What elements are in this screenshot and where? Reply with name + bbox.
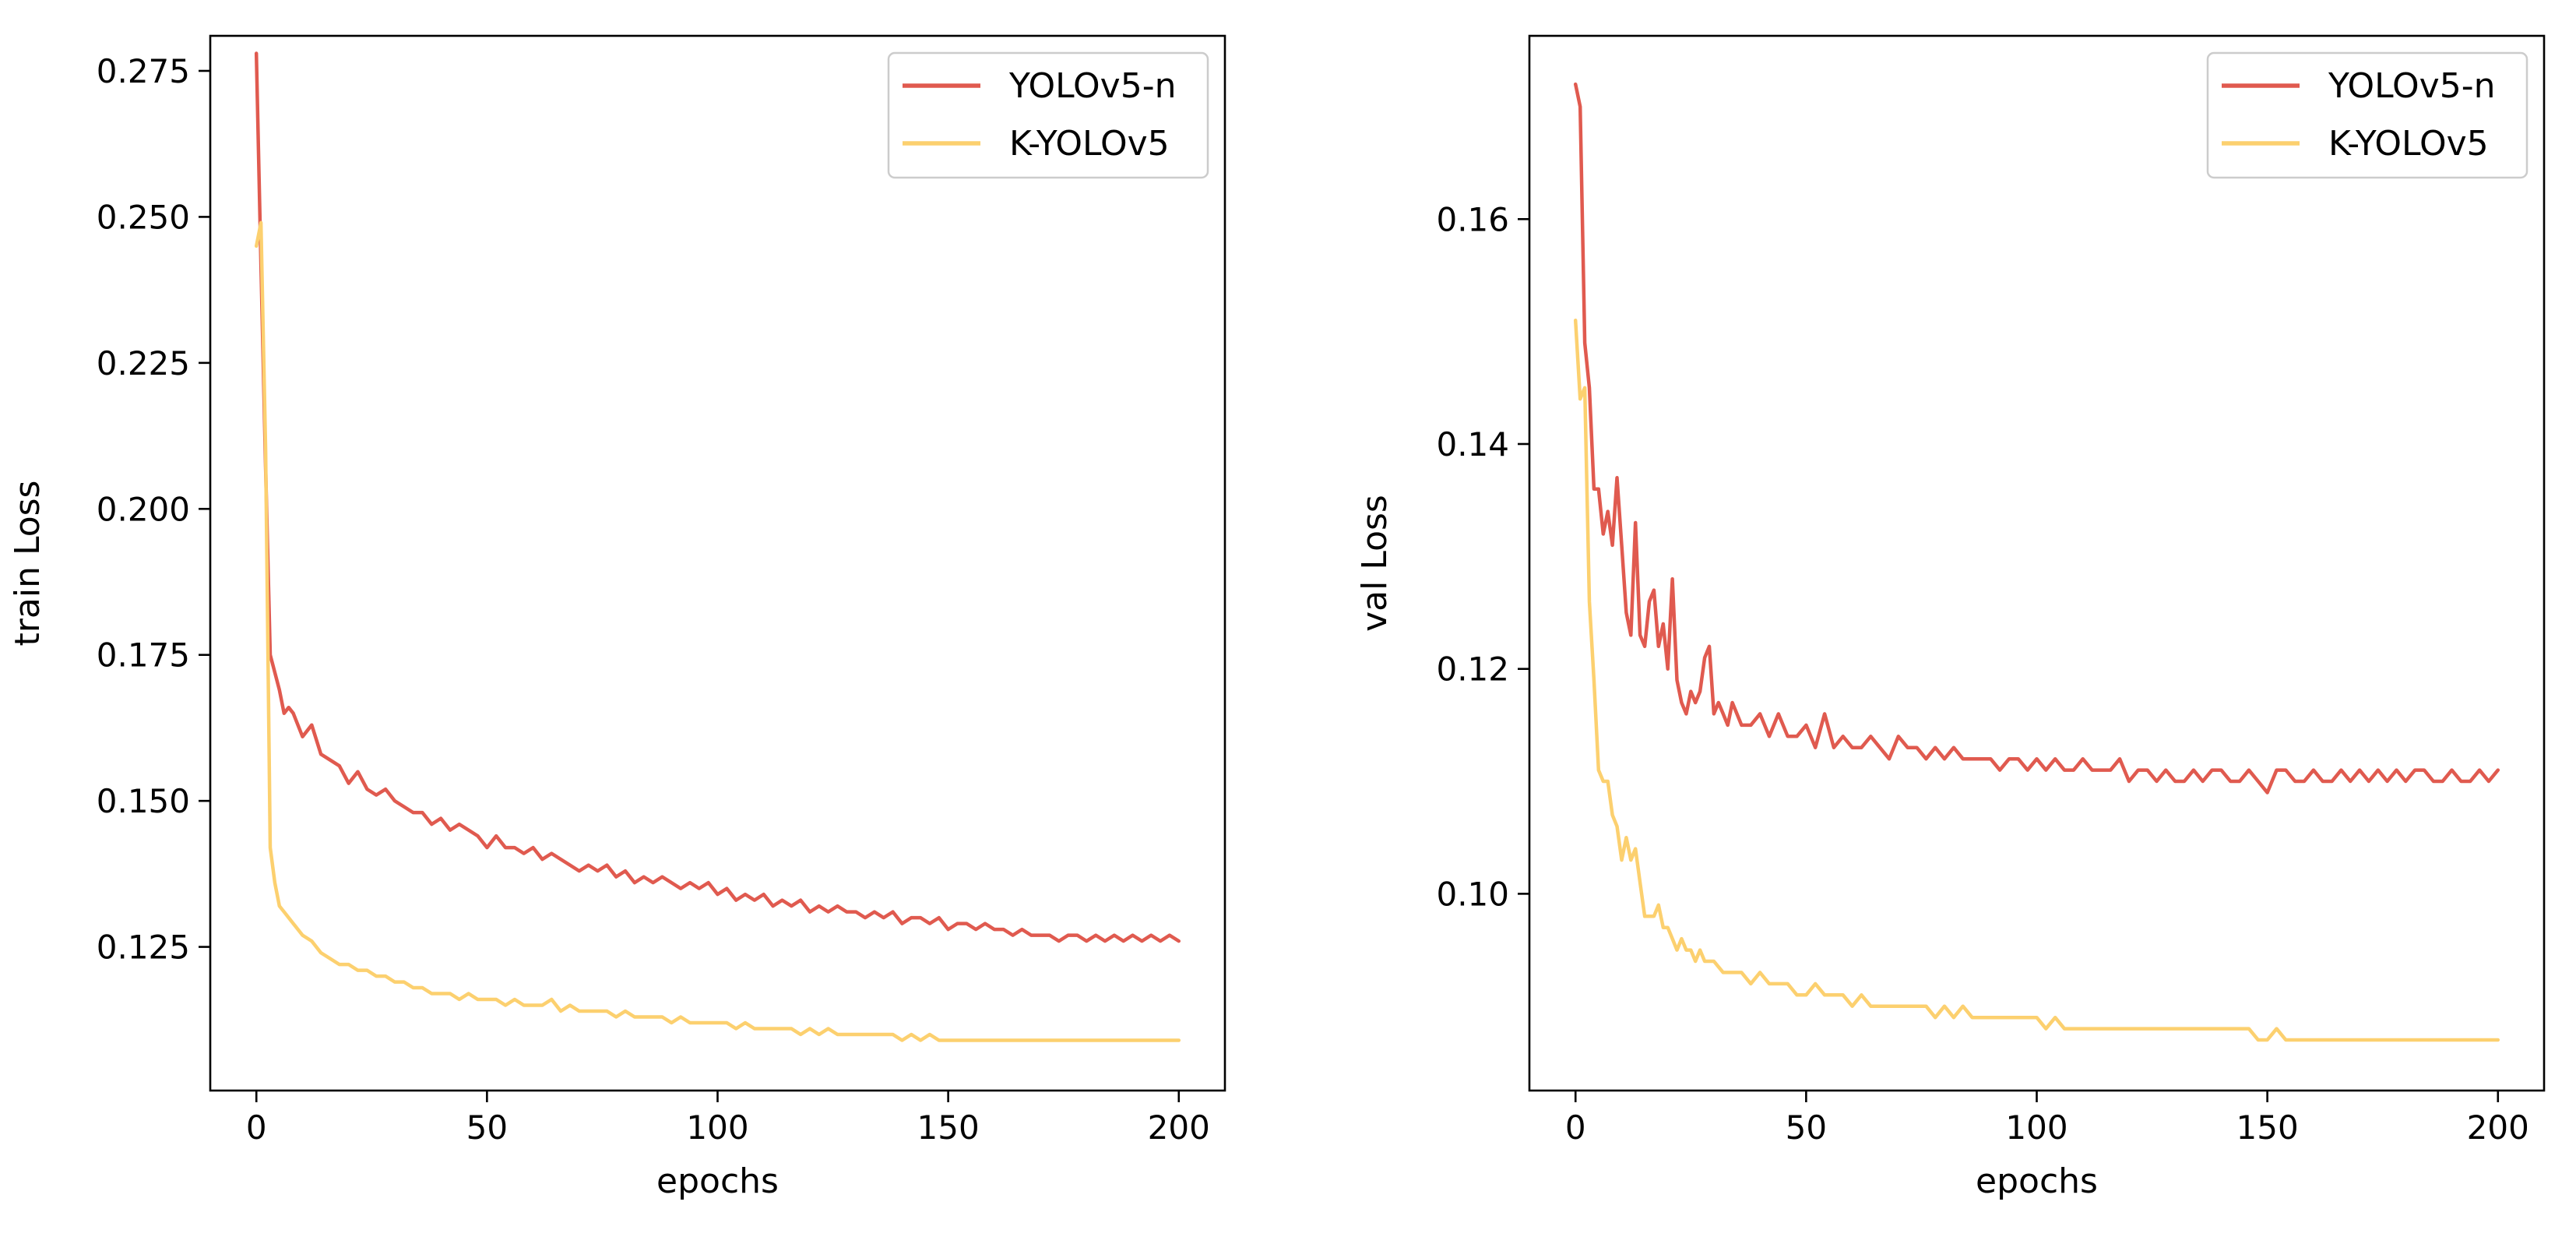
plot-area: [1529, 36, 2544, 1091]
legend: YOLOv5-n K-YOLOv5: [887, 51, 1209, 179]
y-tick-label: 0.14: [1436, 425, 1509, 463]
x-tick-label: 0: [246, 1108, 267, 1147]
y-tick-label: 0.200: [97, 490, 190, 528]
y-tick-label: 0.12: [1436, 650, 1509, 689]
x-tick-label: 100: [686, 1108, 748, 1147]
series-line-yolov5-n: [254, 51, 1181, 943]
x-tick-label: 0: [1565, 1108, 1586, 1147]
legend-entry-label: K-YOLOv5: [2328, 124, 2489, 164]
y-tick-label: 0.250: [97, 198, 190, 236]
series-line-k-yolov5: [1573, 318, 2500, 1042]
series-line-k-yolov5: [254, 220, 1181, 1042]
train-loss-chart: 0 50 100 150 200 0.125 0.150 0.175 0.200 0.225 0.2…: [8, 34, 1226, 1201]
x-axis-label: epochs: [656, 1161, 779, 1201]
y-tick-label: 0.10: [1436, 875, 1509, 913]
legend-entry-label: YOLOv5-n: [2328, 66, 2495, 106]
x-tick-label: 150: [917, 1108, 980, 1147]
legend-entry-label: YOLOv5-n: [1008, 66, 1176, 106]
x-tick-label: 50: [466, 1108, 508, 1147]
series-lines: [1573, 82, 2500, 1042]
y-axis-label: val Loss: [1355, 495, 1395, 632]
y-tick-label: 0.16: [1436, 200, 1509, 238]
x-tick-label: 100: [2005, 1108, 2067, 1147]
plot-area: [210, 36, 1225, 1091]
legend: YOLOv5-n K-YOLOv5: [2206, 51, 2528, 179]
y-tick-label: 0.125: [97, 929, 190, 967]
x-tick-label: 200: [2467, 1108, 2529, 1147]
series-line-yolov5-n: [1573, 82, 2500, 795]
val-loss-chart: 0 50 100 150 200 0.10 0.12 0.14 0.16 epochs val Lo…: [1355, 34, 2546, 1201]
x-tick-label: 150: [2236, 1108, 2299, 1147]
legend-entry-label: K-YOLOv5: [1009, 124, 1170, 164]
x-tick-label: 50: [1786, 1108, 1827, 1147]
x-axis-label: epochs: [1976, 1161, 2098, 1201]
y-axis-label: train Loss: [8, 481, 48, 647]
y-tick-label: 0.225: [97, 344, 190, 382]
series-lines: [254, 51, 1181, 1042]
y-tick-label: 0.150: [97, 782, 190, 820]
y-tick-label: 0.275: [97, 52, 190, 90]
y-tick-label: 0.175: [97, 636, 190, 675]
x-tick-label: 200: [1148, 1108, 1210, 1147]
